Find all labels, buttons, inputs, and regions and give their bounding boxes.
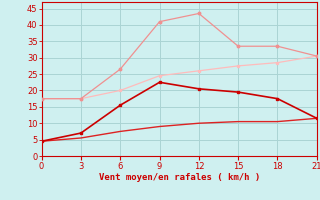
X-axis label: Vent moyen/en rafales ( km/h ): Vent moyen/en rafales ( km/h ) (99, 173, 260, 182)
